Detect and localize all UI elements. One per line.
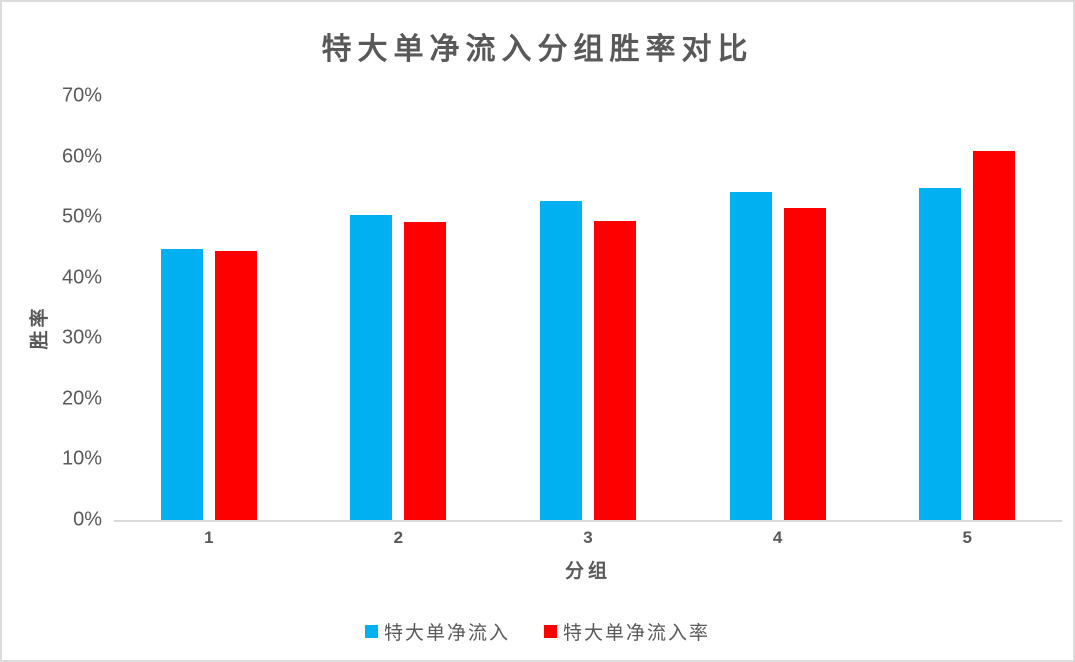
y-tick-label: 10% [61,447,102,470]
y-tick-label: 40% [61,266,102,289]
x-axis-labels: 1 2 3 4 5 [114,528,1062,548]
bar-group-2 [304,96,494,520]
bar-特大单净流入-3 [539,201,582,520]
bars-region [114,96,1062,520]
legend-swatch-icon [544,625,557,638]
bar-group-5 [872,96,1062,520]
x-axis-title: 分组 [564,561,611,582]
bar-特大单净流入率-3 [593,221,636,520]
x-category-label-3: 3 [583,528,593,547]
y-tick-label: 0% [73,508,102,531]
x-category-label-2: 2 [393,528,404,547]
y-tick-label: 50% [61,205,102,228]
bar-特大单净流入-5 [919,188,962,520]
x-category-label-4: 4 [772,528,783,547]
legend-swatch-icon [364,625,378,638]
bar-特大单净流入-1 [160,249,203,520]
bar-特大单净流入率-4 [783,208,826,520]
y-tick-label: 30% [61,326,102,349]
legend-label: 特大单净流入率 [563,623,711,644]
legend: 特大单净流入 特大单净流入率 [2,618,1073,645]
chart-title: 特大单净流入分组胜率对比 [321,33,754,66]
bar-特大单净流入率-2 [404,222,447,520]
y-tick-label: 60% [61,145,102,168]
bar-group-4 [683,96,873,520]
bar-特大单净流入-4 [729,192,772,520]
y-tick-label: 70% [61,84,102,107]
x-category-label-1: 1 [204,528,214,547]
bar-特大单净流入率-5 [973,151,1016,520]
legend-item-特大单净流入: 特大单净流入 [364,618,510,645]
bar-特大单净流入率-1 [214,251,257,520]
legend-item-特大单净流入率: 特大单净流入率 [544,618,710,645]
plot-area: 0% 10% 20% 30% 40% 50% 60% 70% [62,85,1062,531]
x-category-label-5: 5 [962,528,972,547]
bar-特大单净流入-2 [350,215,393,520]
legend-label: 特大单净流入 [383,623,510,644]
bar-group-1 [114,96,304,520]
bar-group-3 [493,96,683,520]
y-tick-label: 20% [61,387,102,410]
